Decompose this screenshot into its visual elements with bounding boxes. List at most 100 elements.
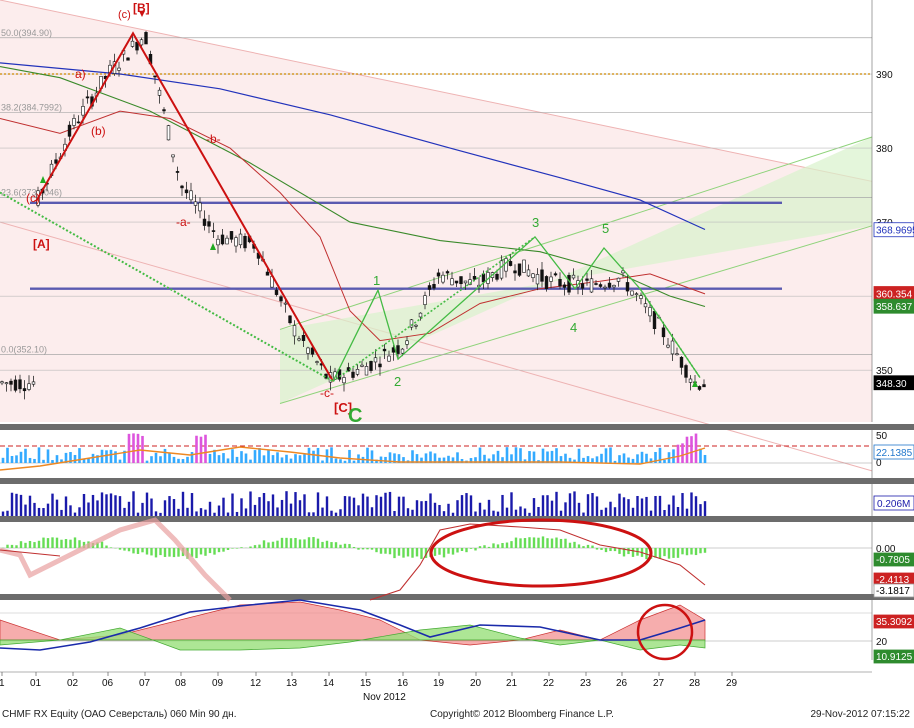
volume-bar [641, 498, 643, 516]
volume-bar [218, 506, 220, 516]
macd-bar [330, 542, 332, 548]
macd-bar [78, 540, 80, 548]
volume-bar [425, 501, 427, 516]
volume-bar [555, 492, 557, 516]
rsi-bar [645, 454, 648, 463]
rsi-bar [695, 434, 698, 463]
volume-bar [164, 500, 166, 516]
candle-body [608, 283, 611, 287]
macd-bar [227, 548, 229, 550]
volume-bar [668, 505, 670, 516]
candle-body [527, 270, 530, 276]
volume-bar [42, 508, 44, 516]
volume-bar [677, 507, 679, 516]
macd-bar [101, 542, 103, 548]
volume-bar [24, 505, 26, 516]
wave-label: (c) [118, 9, 131, 21]
volume-bar [123, 508, 125, 516]
rsi-bar [110, 450, 113, 463]
volume-value-text: 0.206M [877, 499, 910, 510]
candle-body [289, 316, 292, 323]
macd-bar [267, 542, 269, 548]
candle-body [644, 304, 647, 307]
rsi-bar [704, 455, 707, 463]
macd-bar [447, 548, 449, 554]
rsi-bar [38, 447, 41, 463]
macd-bar [150, 548, 152, 555]
candle-body [397, 346, 400, 354]
macd-bar [285, 538, 287, 548]
candle-body [572, 275, 575, 278]
rsi-bar [555, 448, 558, 463]
candle-body [185, 190, 188, 193]
macd-bar [348, 544, 350, 548]
macd-bar [218, 548, 220, 552]
wave-label: -c- [320, 386, 334, 400]
volume-bar [479, 503, 481, 516]
volume-bar [407, 508, 409, 516]
volume-bar [587, 494, 589, 516]
candle-body [55, 160, 58, 164]
volume-bar [348, 496, 350, 516]
rsi-bar [281, 457, 284, 463]
candle-body [514, 271, 517, 273]
rsi-bar [479, 448, 482, 463]
candle-body [617, 278, 620, 281]
candle-body [518, 264, 521, 275]
rsi-bar [159, 456, 162, 463]
footer-copyright: Copyright© 2012 Bloomberg Finance L.P. [430, 709, 614, 720]
candle-body [370, 361, 373, 370]
macd-bar [659, 548, 661, 559]
macd-bar [110, 547, 112, 548]
volume-bar [105, 494, 107, 516]
volume-bar [294, 492, 296, 516]
candle-body [158, 90, 161, 95]
volume-bar [74, 513, 76, 516]
macd-bar [294, 538, 296, 548]
macd-bar [663, 548, 665, 556]
wave-label: a) [75, 67, 86, 81]
volume-bar [470, 495, 472, 516]
candle-body [275, 290, 278, 295]
x-tick-label: 02 [67, 678, 79, 689]
volume-bar [533, 498, 535, 516]
volume-bar [663, 510, 665, 516]
volume-bar [281, 500, 283, 516]
volume-bar [159, 513, 161, 516]
fib-level-label: 50.0(394.90) [1, 28, 52, 38]
macd-bar [236, 548, 238, 549]
volume-bar [150, 499, 152, 516]
candle-body [154, 76, 157, 77]
volume-bar [56, 500, 58, 516]
volume-bar [366, 497, 368, 516]
macd-bar [393, 548, 395, 558]
x-tick-label: 08 [175, 678, 187, 689]
rsi-value-text: 22.1385 [876, 448, 913, 459]
rsi-bar [78, 448, 81, 463]
volume-bar [92, 495, 94, 516]
dmi-value-text: 10.9125 [876, 652, 913, 663]
macd-bar [704, 548, 706, 553]
volume-bar [447, 504, 449, 516]
macd-bar [222, 548, 224, 552]
candle-body [680, 357, 683, 367]
volume-bar [155, 511, 157, 516]
volume-bar [609, 502, 611, 516]
macd-bar [681, 548, 683, 554]
volume-bar [596, 496, 598, 516]
macd-bar [353, 547, 355, 548]
candle-body [635, 294, 638, 295]
volume-bar [434, 503, 436, 516]
rsi-bar [249, 460, 252, 463]
candle-body [217, 239, 220, 245]
macd-bar [488, 547, 490, 548]
rsi-bar [528, 451, 531, 463]
rsi-bar [609, 447, 612, 463]
candle-body [226, 238, 229, 244]
x-tick-label: 26 [616, 678, 628, 689]
macd-bar [510, 541, 512, 548]
macd-bar [587, 545, 589, 548]
candle-body [559, 279, 562, 286]
candle-body [280, 297, 283, 301]
rsi-bar [330, 447, 333, 463]
